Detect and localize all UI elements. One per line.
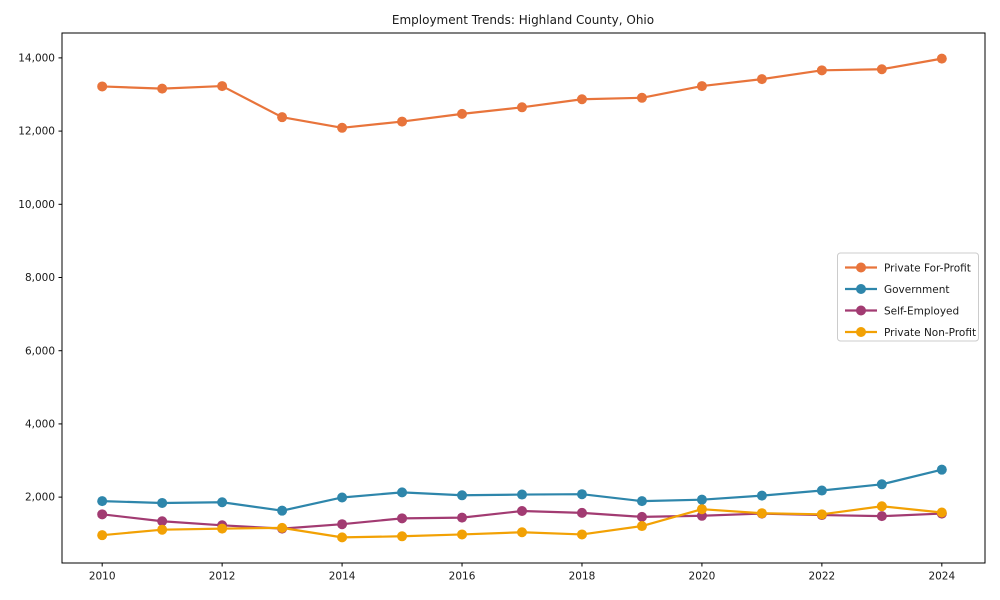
series-line-private-for-profit xyxy=(102,57,943,129)
y-tick-label: 2,000 xyxy=(25,492,55,504)
data-point-private-for-profit-2023 xyxy=(876,64,887,75)
data-point-government-2021 xyxy=(756,490,767,501)
data-point-government-2012 xyxy=(217,497,228,508)
y-tick-label: 10,000 xyxy=(18,199,55,211)
data-point-self-employed-2023 xyxy=(876,511,887,522)
x-tick-label: 2020 xyxy=(689,571,716,583)
data-point-private-non-profit-2010 xyxy=(97,530,108,541)
legend-label: Government xyxy=(884,284,949,296)
data-point-private-non-profit-2015 xyxy=(397,531,408,542)
y-tick-label: 14,000 xyxy=(18,52,55,64)
data-point-private-non-profit-2012 xyxy=(217,523,228,534)
data-point-self-employed-2011 xyxy=(157,516,168,527)
x-tick-label: 2010 xyxy=(89,571,116,583)
legend-item-government: Government xyxy=(845,284,949,296)
data-point-private-non-profit-2023 xyxy=(876,501,887,512)
data-point-private-for-profit-2022 xyxy=(816,65,827,76)
data-point-private-non-profit-2022 xyxy=(816,509,827,520)
data-point-private-for-profit-2016 xyxy=(457,108,468,119)
data-point-private-non-profit-2017 xyxy=(517,527,528,538)
legend: Private For-Profit Government Self-Emplo… xyxy=(837,252,979,342)
data-point-private-for-profit-2017 xyxy=(517,102,528,113)
data-point-government-2017 xyxy=(517,489,528,500)
legend-label: Private Non-Profit xyxy=(884,327,976,339)
data-point-private-non-profit-2021 xyxy=(756,508,767,519)
data-point-government-2015 xyxy=(397,487,408,498)
legend-item-self-employed: Self-Employed xyxy=(845,305,959,317)
plot-area: 2,000 4,000 6,000 8,000 10,000 12,000 14,000 20… xyxy=(18,32,986,583)
y-tick-label: 8,000 xyxy=(25,272,55,284)
legend-marker-dot xyxy=(856,262,866,273)
legend-label: Self-Employed xyxy=(884,305,959,317)
y-tick-label: 4,000 xyxy=(25,419,55,431)
data-point-self-employed-2019 xyxy=(636,511,647,522)
y-tick-label: 12,000 xyxy=(18,126,55,138)
data-point-self-employed-2010 xyxy=(97,509,108,520)
data-point-government-2023 xyxy=(876,479,887,490)
data-point-private-for-profit-2024 xyxy=(936,53,947,64)
x-tick-label: 2018 xyxy=(569,571,596,583)
data-point-government-2010 xyxy=(97,496,108,507)
data-point-government-2022 xyxy=(816,485,827,496)
chart-title: Employment Trends: Highland County, Ohio xyxy=(392,13,654,27)
data-point-private-for-profit-2015 xyxy=(397,116,408,127)
data-point-private-non-profit-2024 xyxy=(936,507,947,518)
data-point-government-2016 xyxy=(457,490,468,501)
data-point-private-non-profit-2018 xyxy=(576,529,587,540)
x-tick-label: 2014 xyxy=(329,571,356,583)
y-tick-label: 6,000 xyxy=(25,345,55,357)
data-point-government-2024 xyxy=(936,464,947,475)
legend-marker-dot xyxy=(856,305,866,316)
data-point-self-employed-2017 xyxy=(517,506,528,517)
data-point-government-2020 xyxy=(696,494,707,505)
data-point-government-2013 xyxy=(277,505,288,516)
data-point-private-for-profit-2013 xyxy=(277,112,288,123)
data-point-private-for-profit-2012 xyxy=(217,81,228,92)
plot-frame xyxy=(61,32,986,564)
x-tick-label: 2012 xyxy=(209,571,236,583)
x-tick-label: 2016 xyxy=(449,571,476,583)
data-point-private-for-profit-2018 xyxy=(576,94,587,105)
x-tick-label: 2024 xyxy=(928,571,955,583)
data-point-private-non-profit-2013 xyxy=(277,522,288,533)
data-point-private-for-profit-2011 xyxy=(157,83,168,94)
data-point-self-employed-2015 xyxy=(397,513,408,524)
legend-marker-dot xyxy=(856,284,866,294)
data-point-government-2019 xyxy=(636,496,647,507)
data-point-private-for-profit-2020 xyxy=(696,81,707,92)
legend-label: Private For-Profit xyxy=(884,262,971,274)
data-point-government-2018 xyxy=(576,489,587,500)
data-point-private-for-profit-2019 xyxy=(636,92,647,103)
data-point-private-for-profit-2021 xyxy=(756,74,767,85)
data-point-private-non-profit-2016 xyxy=(457,529,468,540)
x-tick-label: 2022 xyxy=(809,571,836,583)
legend-item-private-for-profit: Private For-Profit xyxy=(845,262,971,274)
data-point-government-2011 xyxy=(157,497,168,508)
data-point-private-for-profit-2014 xyxy=(337,122,348,133)
legend-box xyxy=(837,252,979,342)
data-point-self-employed-2018 xyxy=(576,507,587,518)
data-point-self-employed-2016 xyxy=(457,512,468,523)
data-point-private-non-profit-2014 xyxy=(337,532,348,543)
data-point-private-non-profit-2011 xyxy=(157,524,168,535)
data-point-self-employed-2014 xyxy=(337,519,348,530)
legend-item-private-non-profit: Private Non-Profit xyxy=(845,327,976,339)
data-point-private-non-profit-2020 xyxy=(696,504,707,515)
legend-marker-dot xyxy=(856,327,866,337)
data-point-government-2014 xyxy=(337,492,348,503)
data-point-private-non-profit-2019 xyxy=(636,521,647,532)
data-point-private-for-profit-2010 xyxy=(97,81,108,92)
